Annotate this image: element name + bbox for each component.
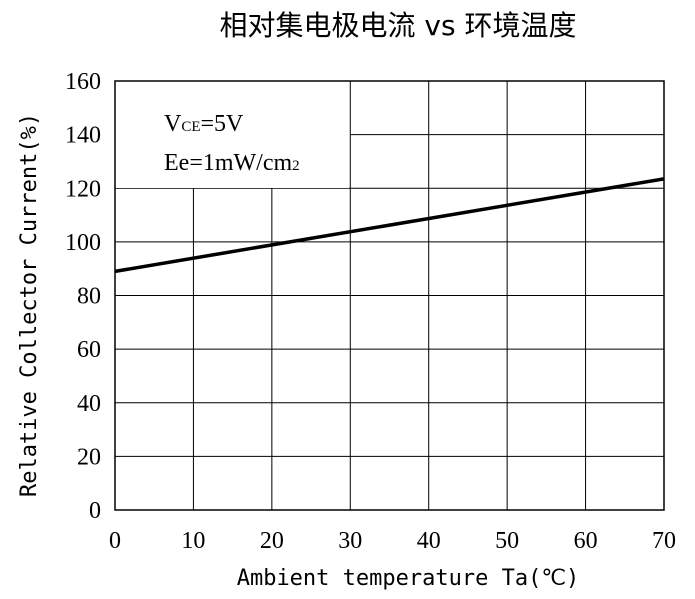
x-tick-label: 30: [338, 528, 362, 554]
x-tick-label: 60: [574, 528, 598, 554]
y-tick-label: 20: [77, 444, 101, 470]
x-tick-labels: 0 10 20 30 40 50 60 70: [109, 528, 676, 554]
x-tick-label: 0: [109, 528, 121, 554]
annotation-background: [116, 82, 349, 188]
annotation-line-2: Ee=1mW/cm2: [164, 150, 300, 176]
y-axis-label: Relative Collector Current(%): [17, 113, 42, 497]
y-tick-label: 0: [89, 498, 101, 524]
y-tick-label: 80: [77, 284, 101, 310]
annotation-2-sub: 2: [292, 158, 300, 174]
x-axis-label: Ambient temperature Ta(℃): [237, 566, 580, 591]
y-tick-label: 40: [77, 391, 101, 417]
annotation-line-1: VCE=5V: [164, 111, 244, 137]
y-tick-labels: 0 20 40 60 80 100 120 140 160: [65, 69, 101, 524]
annotation-2-main: Ee=1mW/cm: [164, 150, 292, 176]
chart-title: 相对集电极电流 vs 环境温度: [220, 9, 577, 42]
x-tick-label: 50: [495, 528, 519, 554]
y-tick-label: 120: [65, 176, 101, 202]
y-tick-label: 160: [65, 69, 101, 95]
annotation-1-sub: CE: [181, 119, 200, 135]
x-tick-label: 40: [417, 528, 441, 554]
grid: [115, 81, 664, 510]
annotation-1-main: V: [164, 111, 182, 137]
x-tick-label: 10: [181, 528, 205, 554]
x-tick-label: 20: [260, 528, 284, 554]
annotation-1-rest: =5V: [201, 111, 245, 137]
y-tick-label: 60: [77, 337, 101, 363]
x-tick-label: 70: [652, 528, 676, 554]
series-group: [114, 177, 665, 274]
series-line: [114, 177, 665, 274]
y-tick-label: 140: [65, 123, 101, 149]
annotation-box: VCE=5V Ee=1mW/cm2: [116, 82, 349, 188]
y-tick-label: 100: [65, 230, 101, 256]
plot-frame: [114, 80, 665, 511]
